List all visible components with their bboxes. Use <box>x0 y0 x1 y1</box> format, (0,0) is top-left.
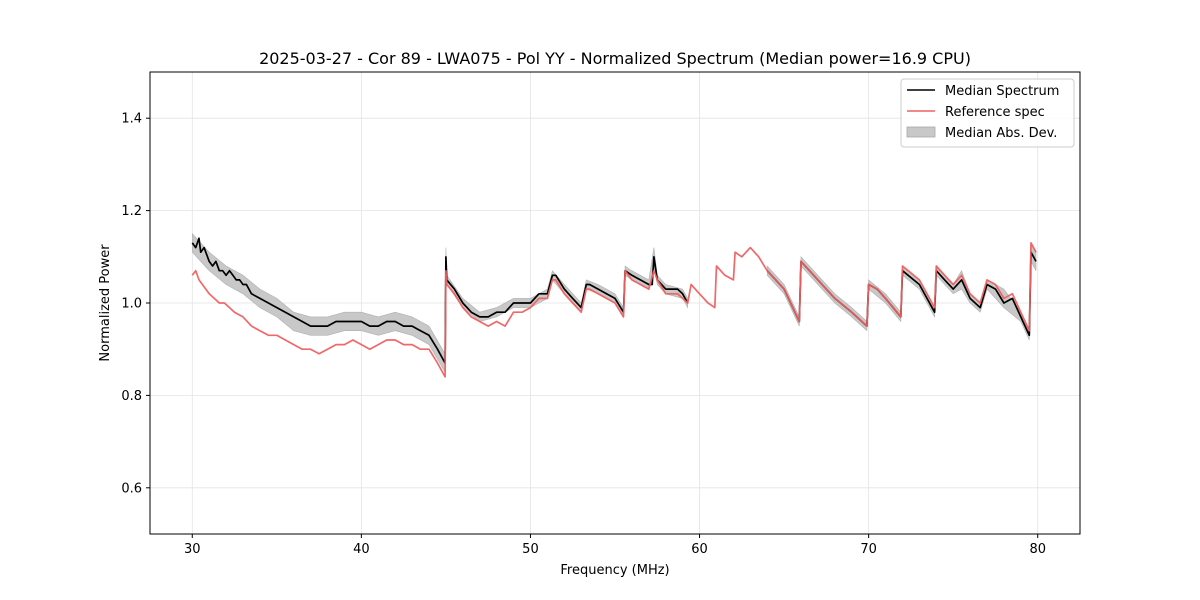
x-tick-label: 50 <box>522 542 539 557</box>
legend-label-mad: Median Abs. Dev. <box>945 126 1057 141</box>
median-spectrum-line <box>191 237 689 364</box>
x-tick-label: 60 <box>691 542 708 557</box>
legend-label-median: Median Spectrum <box>945 84 1059 99</box>
axis-ticks: 30 40 50 60 70 80 0.6 0.8 1.0 1.2 1.4 <box>121 112 1046 557</box>
series-line-layer <box>191 237 1037 378</box>
legend-label-reference: Reference spec <box>945 105 1045 120</box>
x-tick-label: 40 <box>353 542 370 557</box>
y-tick-label: 1.0 <box>121 297 142 312</box>
x-axis-label: Frequency (MHz) <box>560 563 669 578</box>
legend-frame <box>900 78 1075 148</box>
legend: Median Spectrum Reference spec Median Ab… <box>900 78 1075 148</box>
x-tick-label: 70 <box>860 542 877 557</box>
chart-title: 2025-03-27 - Cor 89 - LWA075 - Pol YY - … <box>259 49 971 68</box>
x-tick-label: 80 <box>1029 542 1046 557</box>
y-tick-label: 1.4 <box>121 112 142 127</box>
y-tick-label: 1.2 <box>121 204 142 219</box>
reference-spectrum-line <box>191 242 1037 378</box>
y-tick-label: 0.8 <box>121 389 142 404</box>
y-tick-label: 0.6 <box>121 481 142 496</box>
y-axis-label: Normalized Power <box>98 244 113 362</box>
x-tick-label: 30 <box>184 542 201 557</box>
legend-swatch-mad <box>906 126 936 138</box>
